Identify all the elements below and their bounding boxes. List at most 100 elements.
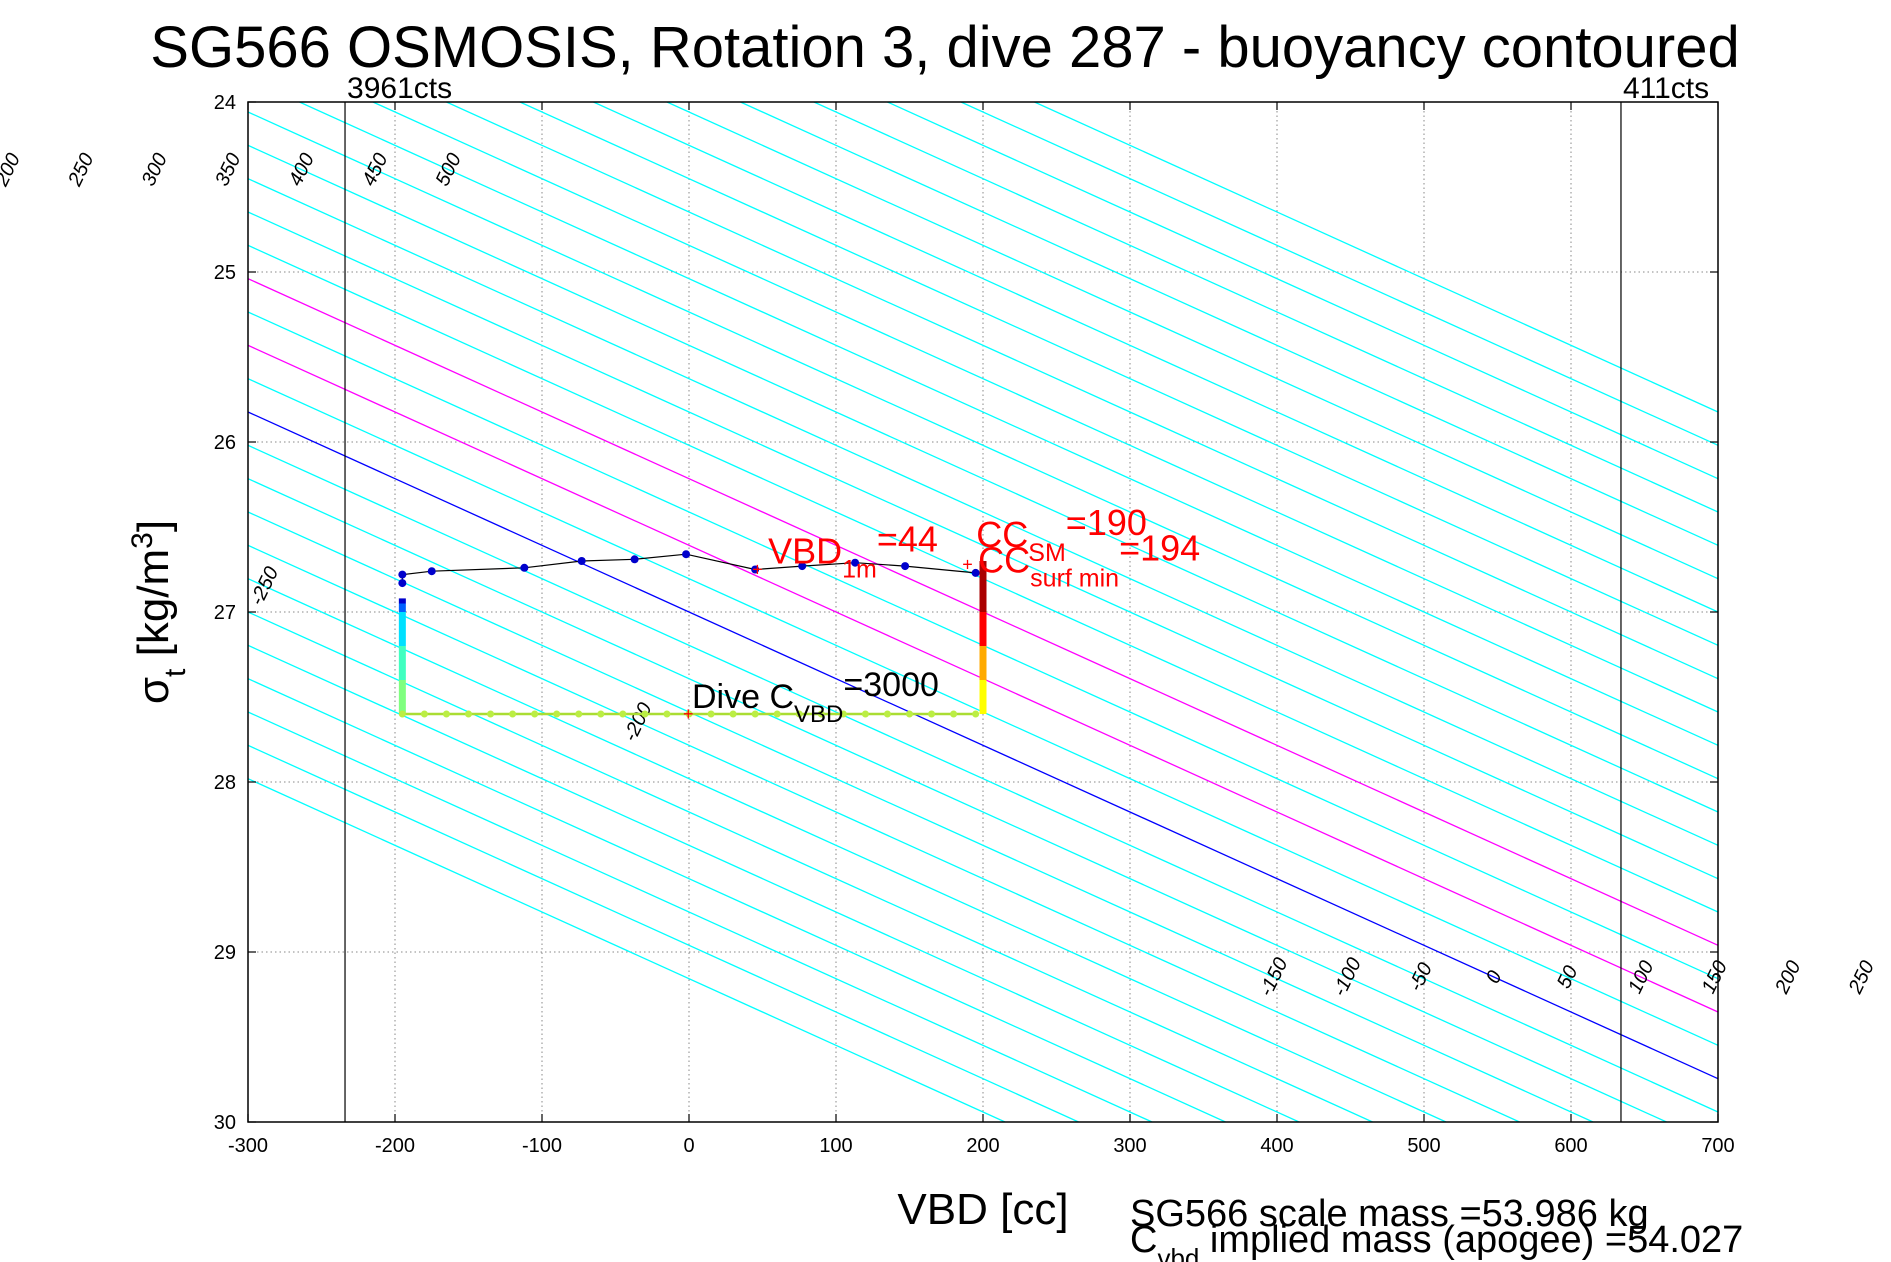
contour-line	[813, 102, 1718, 513]
x-tick-label: 0	[683, 1135, 694, 1157]
y-tick-label: 28	[214, 772, 236, 794]
surface-path-line	[401, 553, 976, 584]
dive-bottom-point	[839, 710, 847, 718]
x-tick-label: -100	[522, 1135, 562, 1157]
annotation-vbd-1m: VBD1m=44	[768, 519, 938, 584]
y-axis-label: σt [kg/m3]	[126, 520, 192, 704]
axis-ticks: -300 -200 -100 0 100 200 300 400 500 600 700 24 25 26…	[214, 92, 1735, 1157]
contour-line	[960, 102, 1718, 447]
dive-bottom-point	[729, 710, 737, 718]
contour-line-highlight	[248, 344, 1718, 1013]
surface-point	[851, 558, 860, 567]
x-tick-label: 200	[966, 1135, 999, 1157]
contour-line	[519, 102, 1718, 647]
contour-line	[299, 102, 1718, 747]
contour-line	[372, 102, 1718, 713]
footer-c-sub: vbd	[1157, 1243, 1199, 1262]
cc-sm-marker: +	[962, 554, 973, 574]
dive-bottom-point	[685, 710, 693, 718]
surface-point	[971, 568, 980, 577]
contour-line	[248, 511, 1594, 1122]
limit-label-right: 411cts	[1623, 72, 1709, 105]
dive-bottom-point	[663, 710, 671, 718]
annotation-cc-surf-min: CCsurf min=194	[978, 528, 1200, 593]
dive-bottom-point	[531, 710, 539, 718]
annotation-dive-c-vbd-value: =3000	[843, 666, 939, 704]
contour-line	[248, 777, 1006, 1122]
annotation-dive-c-vbd-sub: VBD	[794, 701, 843, 728]
y-tick-label: 26	[214, 432, 236, 454]
y-label-close: ]	[129, 520, 178, 532]
annotation-cc-sm: CCSM=190	[976, 502, 1147, 567]
contour-line	[248, 111, 1718, 780]
dive-bottom-point	[575, 710, 583, 718]
x-axis-label: VBD [cc]	[897, 1185, 1068, 1234]
dive-bottom-point	[861, 710, 869, 718]
dive-bottom-point	[465, 710, 472, 718]
contour-line	[248, 211, 1718, 880]
dive-bottom-point	[553, 710, 561, 718]
contour-line-zero	[248, 411, 1718, 1080]
dive-series	[398, 550, 987, 718]
dive-bottom-point	[883, 710, 891, 718]
dive-bottom-point	[398, 710, 406, 718]
annotation-vbd-1m-value: =44	[877, 519, 938, 560]
dive-bottom-point	[442, 710, 450, 718]
x-tick-label: 600	[1554, 1135, 1587, 1157]
limit-lines: 3961cts 411cts	[344, 72, 1709, 1122]
contour-line	[248, 244, 1718, 913]
footer-scale-mass: SG566 scale mass =53.986 kg	[1130, 1193, 1649, 1235]
footer-implied-mass: Cvbd implied mass (apogee) =54.027	[1130, 1219, 1743, 1262]
surface-point	[398, 579, 407, 588]
y-tick-label: 30	[214, 1112, 236, 1134]
contour-line	[248, 144, 1718, 813]
contour-line	[248, 744, 1079, 1122]
contour-line	[248, 177, 1718, 847]
dive-bottom-point	[950, 710, 958, 718]
annotation-vbd-1m-main: VBD	[768, 531, 842, 572]
y-label-sup: 3	[126, 532, 159, 549]
contour-line	[1034, 102, 1718, 413]
dive-bottom-point	[707, 710, 715, 718]
contour-line	[248, 711, 1153, 1122]
surface-point	[427, 567, 436, 576]
surface-point	[398, 570, 407, 579]
surface-point	[630, 555, 639, 564]
dive-bottom-point	[487, 710, 495, 718]
y-label-sub: t	[159, 668, 192, 677]
footer-c-value: implied mass (apogee) =54.027	[1199, 1219, 1743, 1261]
surface-point	[520, 563, 529, 572]
y-tick-label: 27	[214, 602, 236, 624]
y-label-unit: [kg/m	[129, 549, 178, 669]
surface-point	[901, 562, 910, 571]
contour-line	[248, 477, 1667, 1122]
annotation-cc-sm-value: =190	[1066, 502, 1147, 543]
dive-c-marker: +	[683, 704, 694, 724]
dive-bottom-point	[817, 710, 825, 718]
annotation-cc-surf-min-value: =194	[1119, 528, 1200, 569]
dive-bottom-point	[619, 710, 627, 718]
annotation-cc-sm-main: CC	[976, 514, 1028, 555]
dive-bottom-point	[509, 710, 517, 718]
surface-point	[577, 557, 586, 565]
contour-line	[248, 444, 1718, 1113]
annotation-cc-surf-min-main: CC	[978, 540, 1030, 581]
y-tick-label: 29	[214, 942, 236, 964]
dive-bottom-point	[420, 710, 428, 718]
dive-bottom-point	[773, 710, 781, 718]
contour-line	[248, 544, 1520, 1122]
vbd-1m-marker: +	[752, 560, 763, 580]
contour-line	[248, 677, 1226, 1122]
x-tick-label: 400	[1260, 1135, 1293, 1157]
x-tick-label: 100	[819, 1135, 852, 1157]
x-tick-label: -300	[228, 1135, 268, 1157]
dive-bottom-point	[972, 710, 980, 718]
limit-label-left: 3961cts	[347, 72, 452, 105]
surface-point	[798, 562, 807, 571]
contour-line	[248, 311, 1718, 980]
contour-line	[666, 102, 1718, 580]
dive-bottom-point	[906, 710, 913, 718]
contour-line	[593, 102, 1718, 613]
